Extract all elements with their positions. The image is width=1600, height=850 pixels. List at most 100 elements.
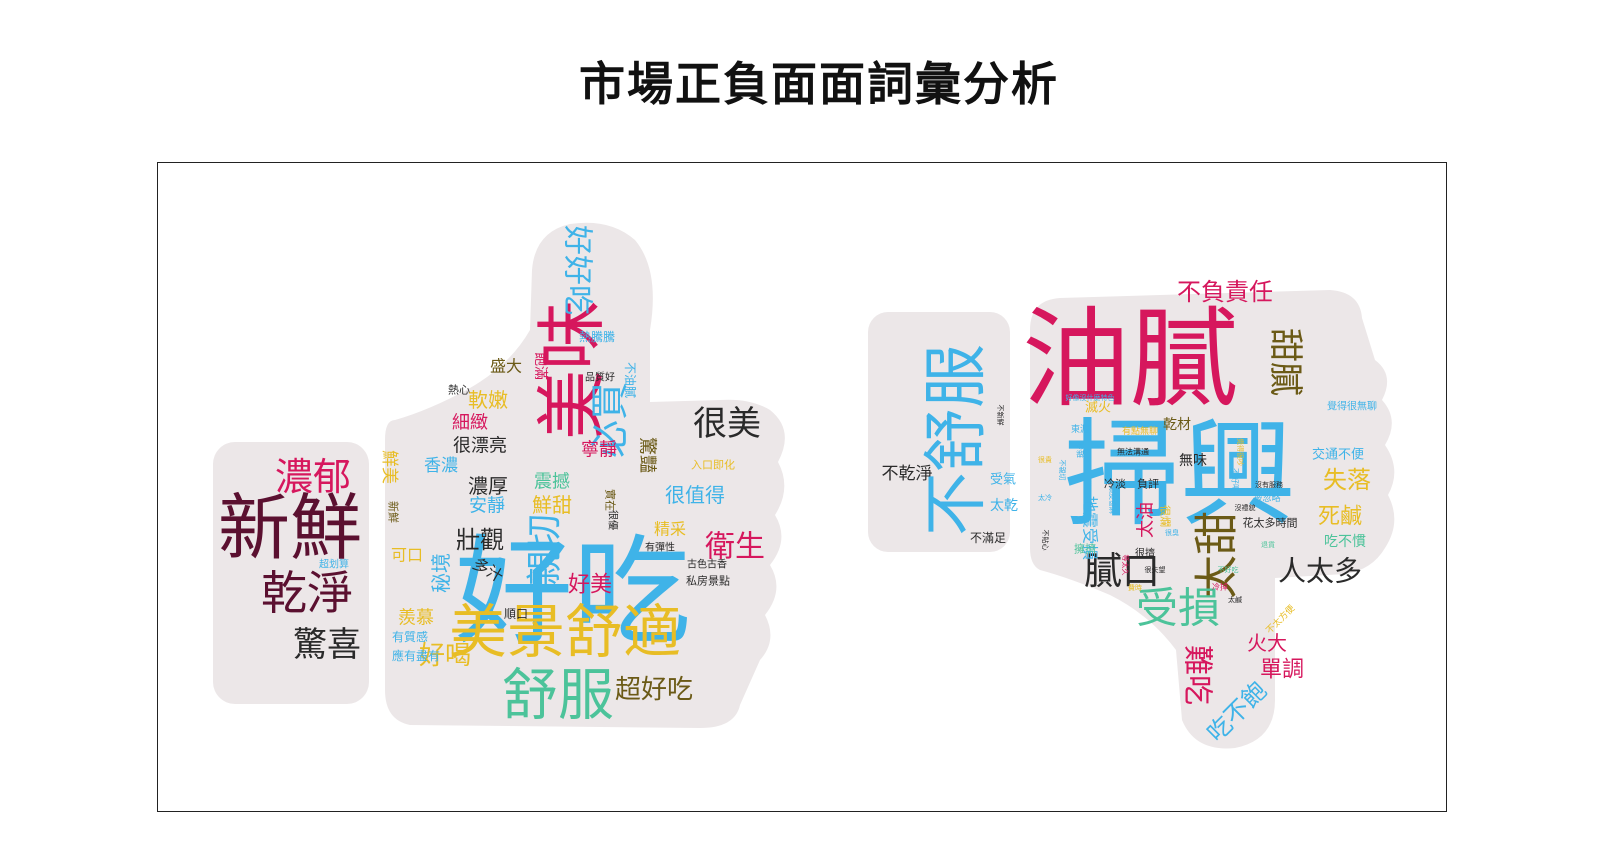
negative-word: 被忽略 bbox=[1253, 492, 1280, 504]
thumbs-up-shape bbox=[213, 222, 785, 728]
negative-word: 不好喝 bbox=[1231, 468, 1241, 492]
negative-word: 受氣 bbox=[990, 473, 1016, 488]
negative-word: 不滿足 bbox=[970, 531, 1006, 545]
page-title: 市場正負面面詞彙分析 bbox=[579, 57, 1059, 111]
positive-word: 細緻 bbox=[452, 413, 488, 434]
negative-word-cloud: 掃興油膩不舒服太甜受損膩口甜膩人太多難吃不負責任吃不飽失落死鹹單調火大不乾淨太油… bbox=[882, 278, 1378, 747]
thumbs-up-cuff bbox=[213, 442, 369, 704]
positive-word: 秘境 bbox=[429, 553, 453, 593]
negative-word: 掃興 bbox=[1064, 408, 1296, 543]
positive-word: 很美 bbox=[693, 404, 761, 444]
negative-word: 東漏 bbox=[1071, 423, 1089, 435]
positive-word: 很值得 bbox=[665, 483, 725, 507]
negative-word: 沒有服務 bbox=[1255, 480, 1283, 489]
positive-word: 精采 bbox=[654, 520, 686, 539]
negative-word: 很失望 bbox=[1145, 565, 1166, 574]
positive-word: 驚喜 bbox=[293, 625, 361, 665]
positive-word: 有彈性 bbox=[645, 541, 675, 554]
thumbs-down-hand bbox=[1030, 290, 1395, 749]
positive-word: 親切 bbox=[525, 514, 566, 586]
positive-word: 可口 bbox=[391, 546, 423, 565]
negative-word: 有點無聊 bbox=[1122, 425, 1158, 437]
negative-word: 單調 bbox=[1260, 658, 1304, 683]
positive-word: 飽滿 bbox=[532, 352, 549, 380]
negative-word: 甜膩 bbox=[1265, 328, 1305, 396]
negative-word: 等太久 bbox=[1121, 555, 1130, 576]
thumb-shapes bbox=[213, 222, 1395, 749]
positive-word: 鮮美 bbox=[379, 450, 399, 484]
negative-word: 很臭 bbox=[1165, 528, 1179, 537]
positive-word: 安靜 bbox=[469, 496, 505, 517]
negative-word: 不乾淨 bbox=[882, 464, 933, 484]
negative-word: 太冷 bbox=[1038, 493, 1052, 502]
positive-word: 入口即化 bbox=[691, 458, 735, 472]
negative-word: 不好吃 bbox=[1218, 565, 1239, 574]
positive-word: 新鮮 bbox=[387, 501, 401, 523]
positive-word: 熱心 bbox=[448, 384, 470, 397]
thumbs-down-shape bbox=[868, 290, 1395, 749]
positive-word: 有質感 bbox=[392, 629, 428, 644]
thumbs-down-cuff bbox=[868, 312, 1010, 552]
negative-word: 交通不便 bbox=[1312, 447, 1364, 463]
negative-word: 乾材 bbox=[1163, 417, 1191, 433]
positive-word: 新鮮 bbox=[218, 486, 362, 570]
negative-word: 覺得很無聊 bbox=[1327, 400, 1377, 413]
negative-word: 滅火 bbox=[1085, 401, 1111, 416]
positive-word: 濃郁 bbox=[275, 455, 351, 499]
negative-word: 太油 bbox=[1136, 502, 1157, 538]
negative-word: 不親切 bbox=[1058, 460, 1067, 481]
positive-word: 很優 bbox=[607, 510, 620, 530]
negative-word: 地震受損 bbox=[1081, 496, 1100, 560]
positive-word: 美景舒適 bbox=[449, 598, 681, 666]
positive-word: 香濃 bbox=[424, 456, 458, 476]
negative-word: 冷掉 bbox=[1212, 582, 1228, 592]
positive-word: 熱騰騰 bbox=[579, 329, 615, 344]
positive-word: 好美 bbox=[568, 573, 612, 598]
negative-word: 失落 bbox=[1323, 466, 1371, 494]
positive-word: 軟嫩 bbox=[468, 388, 508, 412]
negative-word: 無法溝通 bbox=[1117, 447, 1149, 457]
negative-word: 不負責任 bbox=[1177, 278, 1273, 306]
positive-word: 美味 bbox=[531, 300, 613, 440]
negative-word: 不貼心 bbox=[1041, 530, 1050, 551]
positive-word: 寧靜 bbox=[581, 440, 617, 461]
positive-word: 乾淨 bbox=[261, 566, 353, 620]
negative-word: 無味 bbox=[1179, 453, 1207, 469]
negative-word: 退貨 bbox=[1261, 540, 1275, 549]
positive-word: 盛大 bbox=[490, 357, 522, 376]
negative-word: 頭皮發麻 bbox=[1108, 486, 1117, 514]
negative-word: 太乾 bbox=[990, 498, 1018, 514]
negative-word: 很擠 bbox=[1135, 547, 1155, 560]
negative-word: 死鹹 bbox=[1318, 505, 1362, 530]
negative-word: 沒禮貌 bbox=[1235, 503, 1256, 512]
negative-word: 費時 bbox=[1128, 583, 1142, 592]
negative-word: 火大 bbox=[1247, 631, 1287, 655]
negative-word: 不新鮮 bbox=[996, 405, 1005, 426]
thumbs-up-hand bbox=[385, 222, 785, 728]
negative-word: 吵雜 bbox=[1076, 442, 1086, 458]
negative-word: 吃不慣 bbox=[1324, 533, 1366, 550]
negative-word: 很貴 bbox=[1038, 455, 1052, 464]
negative-word: 受損 bbox=[1136, 584, 1220, 633]
positive-word: 好喝 bbox=[419, 641, 471, 671]
positive-word: 很漂亮 bbox=[453, 436, 507, 457]
positive-word: 超好吃 bbox=[615, 675, 693, 705]
positive-word: 古色古香 bbox=[687, 558, 727, 571]
positive-word: 壯觀 bbox=[456, 526, 504, 554]
positive-word: 不油膩 bbox=[623, 362, 637, 398]
positive-word: 必買 bbox=[588, 382, 632, 458]
negative-word: 冷淡 bbox=[1104, 478, 1126, 491]
positive-word: 順口 bbox=[504, 607, 528, 621]
positive-word: 舒服 bbox=[502, 664, 614, 729]
positive-word: 私房景點 bbox=[686, 575, 730, 588]
positive-word: 驚豔 bbox=[637, 437, 658, 473]
negative-word: 太鹹 bbox=[1228, 595, 1242, 604]
positive-word: 好好吃 bbox=[560, 225, 595, 315]
negative-word: 擁擠 bbox=[1074, 542, 1096, 556]
positive-word: 羨慕 bbox=[398, 608, 434, 629]
positive-word: 好吃 bbox=[455, 523, 691, 661]
negative-word: 負評 bbox=[1137, 477, 1159, 491]
negative-word: 人太多 bbox=[1278, 555, 1362, 588]
